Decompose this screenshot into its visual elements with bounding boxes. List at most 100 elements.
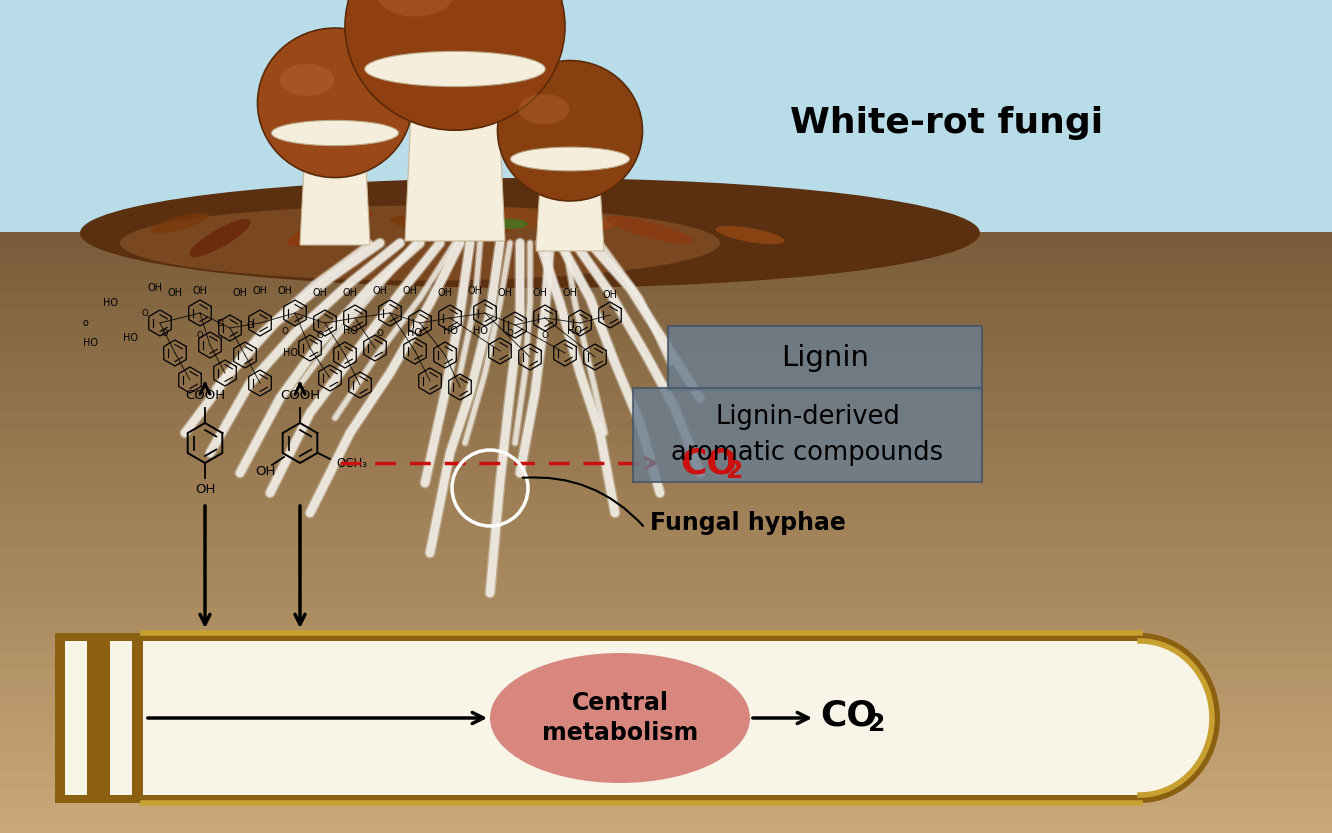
Bar <box>0 232 1332 248</box>
Bar <box>55 633 1140 803</box>
Ellipse shape <box>377 0 454 17</box>
Text: OH: OH <box>562 288 578 298</box>
Bar <box>0 757 1332 773</box>
Text: OH: OH <box>277 286 293 296</box>
Text: OH: OH <box>342 288 357 298</box>
Text: O: O <box>197 331 204 340</box>
Ellipse shape <box>365 52 545 87</box>
Text: OH: OH <box>533 288 547 298</box>
Bar <box>0 472 1332 488</box>
Bar <box>0 667 1332 683</box>
Bar <box>0 352 1332 368</box>
Bar <box>0 772 1332 788</box>
Text: O: O <box>281 327 289 336</box>
Ellipse shape <box>715 226 785 244</box>
Bar <box>0 337 1332 353</box>
Text: HO: HO <box>123 333 137 343</box>
Bar <box>111 641 132 795</box>
Text: OH: OH <box>193 286 208 296</box>
Text: HO: HO <box>342 326 357 336</box>
Polygon shape <box>535 161 603 251</box>
Text: CO: CO <box>821 698 878 732</box>
Bar <box>65 641 87 795</box>
Text: OH: OH <box>313 288 328 298</box>
Bar <box>0 577 1332 593</box>
Text: HO: HO <box>567 326 582 336</box>
Ellipse shape <box>490 653 750 783</box>
Bar <box>0 367 1332 383</box>
Text: Lignin: Lignin <box>781 344 868 372</box>
Bar <box>0 292 1332 308</box>
Bar <box>0 682 1332 698</box>
Text: Fungal hyphae: Fungal hyphae <box>650 511 846 535</box>
Bar <box>0 652 1332 668</box>
Bar <box>0 802 1332 818</box>
Ellipse shape <box>120 206 721 281</box>
Text: HO: HO <box>282 348 297 358</box>
Text: CO: CO <box>681 446 737 480</box>
Bar <box>0 412 1332 428</box>
Text: O: O <box>506 328 514 337</box>
Bar <box>143 641 1140 795</box>
Text: OH: OH <box>233 288 248 298</box>
Text: OH: OH <box>468 286 482 296</box>
Text: Central
metabolism: Central metabolism <box>542 691 698 746</box>
Text: OH: OH <box>437 288 453 298</box>
Text: O: O <box>317 331 324 340</box>
Ellipse shape <box>473 218 507 228</box>
Text: 2: 2 <box>726 459 743 483</box>
Bar <box>0 517 1332 533</box>
Ellipse shape <box>518 94 569 124</box>
Ellipse shape <box>272 120 398 146</box>
Text: OH: OH <box>194 482 216 496</box>
Text: HO: HO <box>442 326 457 336</box>
Bar <box>0 622 1332 638</box>
Bar <box>0 547 1332 563</box>
FancyBboxPatch shape <box>669 326 982 390</box>
Polygon shape <box>300 135 370 245</box>
Ellipse shape <box>493 219 527 229</box>
Ellipse shape <box>606 216 694 244</box>
Ellipse shape <box>1068 641 1212 795</box>
Bar <box>0 382 1332 398</box>
Bar <box>0 697 1332 713</box>
FancyBboxPatch shape <box>633 388 982 482</box>
Text: o: o <box>83 318 88 328</box>
Text: O: O <box>161 328 168 337</box>
Bar <box>0 307 1332 323</box>
Bar <box>0 322 1332 338</box>
Bar <box>0 607 1332 623</box>
Text: OH: OH <box>602 290 618 300</box>
Text: O: O <box>217 318 224 327</box>
Text: HO: HO <box>83 338 97 348</box>
Bar <box>0 592 1332 608</box>
Bar <box>0 487 1332 503</box>
Bar <box>0 262 1332 278</box>
Bar <box>0 427 1332 443</box>
Bar <box>0 787 1332 803</box>
Text: Lignin-derived
aromatic compounds: Lignin-derived aromatic compounds <box>671 404 943 466</box>
Bar <box>0 712 1332 728</box>
Bar <box>0 397 1332 413</box>
Bar <box>0 277 1332 293</box>
Text: O: O <box>246 321 253 330</box>
Bar <box>0 502 1332 518</box>
Ellipse shape <box>497 61 642 201</box>
Text: OH: OH <box>148 283 163 293</box>
Text: HO: HO <box>473 326 488 336</box>
Bar <box>0 742 1332 758</box>
Text: O: O <box>377 328 384 337</box>
Polygon shape <box>405 71 505 241</box>
Text: White-rot fungi: White-rot fungi <box>790 106 1103 140</box>
Text: OH: OH <box>168 288 182 298</box>
Text: OH: OH <box>254 465 276 477</box>
Ellipse shape <box>413 222 448 232</box>
Bar <box>0 817 1332 833</box>
Text: COOH: COOH <box>280 388 320 402</box>
Text: O: O <box>542 331 549 340</box>
Ellipse shape <box>151 212 209 233</box>
Ellipse shape <box>280 63 334 96</box>
Bar <box>0 0 1332 233</box>
Ellipse shape <box>425 208 575 228</box>
Bar <box>55 633 143 803</box>
